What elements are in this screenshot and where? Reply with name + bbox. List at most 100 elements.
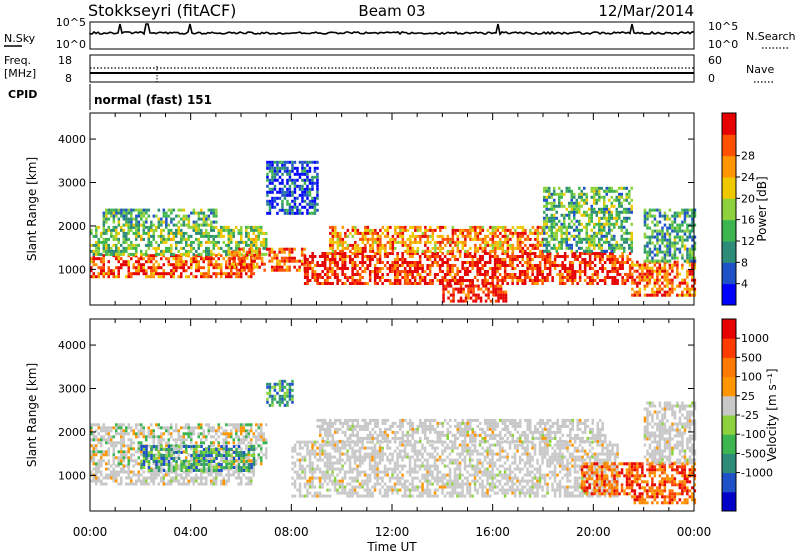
velocity-cell xyxy=(110,438,113,442)
power-cell xyxy=(608,210,611,214)
power-cell xyxy=(165,237,168,241)
power-cell xyxy=(195,211,198,215)
velocity-cell xyxy=(147,463,151,466)
velocity-cell xyxy=(232,473,235,477)
velocity-cell xyxy=(100,450,103,454)
power-cell xyxy=(620,222,623,226)
power-cell xyxy=(431,252,434,255)
power-cell xyxy=(678,235,682,239)
power-cell xyxy=(605,189,608,193)
power-cell xyxy=(493,252,497,255)
power-cell xyxy=(280,268,284,272)
velocity-cell xyxy=(180,476,183,480)
power-cell xyxy=(536,273,539,276)
power-cell xyxy=(653,223,657,227)
power-cell xyxy=(494,249,497,253)
velocity-cell xyxy=(190,432,193,436)
power-cell xyxy=(693,263,697,267)
power-cell xyxy=(486,252,489,255)
power-cell xyxy=(553,198,556,202)
power-cell xyxy=(433,255,437,258)
power-cell xyxy=(431,231,435,235)
velocity-cell xyxy=(140,453,143,457)
power-cell xyxy=(331,261,334,264)
power-cell xyxy=(222,240,225,244)
power-cell xyxy=(288,211,292,215)
power-cell xyxy=(451,228,455,232)
power-cell xyxy=(117,246,120,250)
power-cell xyxy=(424,243,427,247)
power-cell xyxy=(628,273,632,276)
velocity-cell xyxy=(167,445,171,448)
power-cell xyxy=(235,246,238,250)
power-cell xyxy=(663,275,667,279)
power-cell xyxy=(576,258,579,261)
power-cell xyxy=(180,257,183,261)
power-cell xyxy=(536,279,539,282)
power-cell xyxy=(668,223,672,227)
power-cell xyxy=(506,264,509,267)
power-cell xyxy=(489,231,492,235)
power-cell xyxy=(371,240,375,244)
power-cell xyxy=(671,284,674,288)
power-cell xyxy=(220,231,223,235)
power-cell xyxy=(266,199,269,203)
power-cell xyxy=(301,199,304,203)
power-cell xyxy=(573,228,576,232)
power-cell xyxy=(518,279,522,282)
power-cell xyxy=(283,247,286,251)
velocity-cell xyxy=(210,464,213,468)
velocity-cell xyxy=(255,447,258,451)
power-cell xyxy=(112,237,115,241)
velocity-cell xyxy=(112,459,115,463)
power-cell xyxy=(351,261,354,264)
power-cell xyxy=(343,261,347,264)
velocity-cell xyxy=(130,429,133,433)
power-cell xyxy=(499,290,503,294)
power-cell xyxy=(145,208,148,212)
power-cell xyxy=(449,243,452,247)
power-cell xyxy=(503,264,507,267)
velocity-cell xyxy=(90,459,93,463)
power-cell xyxy=(443,255,447,258)
power-cell xyxy=(516,243,520,247)
power-cell xyxy=(578,231,581,235)
power-cell xyxy=(466,231,470,235)
power-cell xyxy=(494,228,497,232)
power-cell xyxy=(566,267,569,270)
power-cell xyxy=(160,266,163,270)
power-cell xyxy=(127,217,131,221)
power-cell xyxy=(271,196,274,200)
power-cell xyxy=(600,216,603,220)
power-cell xyxy=(401,255,404,258)
power-cell xyxy=(205,220,208,224)
power-cell xyxy=(142,225,145,229)
power-cell xyxy=(658,208,662,212)
power-cell xyxy=(441,270,444,273)
power-cell xyxy=(568,270,572,273)
power-cell xyxy=(105,246,108,250)
power-cell xyxy=(346,234,350,238)
velocity-cell xyxy=(215,448,218,451)
power-cell xyxy=(351,258,354,261)
power-cell xyxy=(529,237,532,241)
power-cell xyxy=(125,223,128,227)
power-cell xyxy=(448,279,452,282)
power-cell xyxy=(459,231,462,235)
velocity-cell xyxy=(195,456,198,460)
power-cell xyxy=(516,237,520,241)
velocity-cell xyxy=(242,429,245,433)
power-cell xyxy=(334,249,337,253)
power-cell xyxy=(533,264,537,267)
power-cell xyxy=(273,175,277,179)
power-cell xyxy=(268,205,272,209)
velocity-cell xyxy=(190,429,193,433)
power-cell xyxy=(688,208,692,212)
power-cell xyxy=(578,273,582,276)
power-cell xyxy=(523,279,527,282)
power-cell xyxy=(666,284,669,288)
power-cell xyxy=(215,243,218,247)
power-cell xyxy=(683,293,687,297)
power-cell xyxy=(496,282,499,285)
power-cell xyxy=(611,267,614,270)
